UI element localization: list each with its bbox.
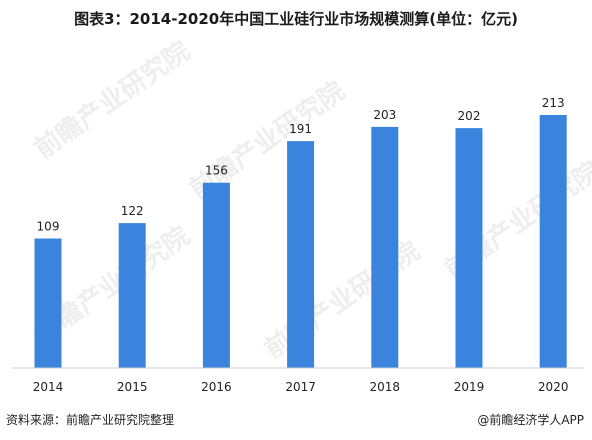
bars-group [34, 115, 567, 369]
value-label-2015: 122 [121, 204, 144, 218]
bar-2018 [371, 126, 399, 369]
x-tick-label-2016: 2016 [201, 380, 232, 394]
value-label-2020: 213 [542, 96, 565, 110]
bar-2019 [455, 128, 483, 368]
value-label-2018: 203 [373, 108, 396, 122]
x-tick-label-2015: 2015 [117, 380, 148, 394]
value-labels-group: 109 122 156 191 203 202 213 [37, 96, 565, 234]
x-tick-label-2017: 2017 [285, 380, 316, 394]
x-tick-labels-group: 2014 2015 2016 2017 2018 2019 2020 [33, 380, 569, 394]
x-tick-label-2019: 2019 [454, 380, 485, 394]
chart-title: 图表3：2014-2020年中国工业硅行业市场规模测算(单位：亿元) [74, 10, 518, 28]
bar-2020 [539, 115, 567, 368]
bar-2016 [202, 182, 230, 368]
x-tick-label-2014: 2014 [33, 380, 64, 394]
x-tick-label-2018: 2018 [370, 380, 401, 394]
bar-2015 [118, 223, 146, 368]
bar-2014 [34, 238, 62, 368]
value-label-2017: 191 [289, 122, 312, 136]
value-label-2014: 109 [37, 220, 60, 234]
x-tick-label-2020: 2020 [538, 380, 569, 394]
bar-2017 [287, 141, 315, 368]
credit-note: @前瞻经济学人APP [477, 413, 584, 427]
value-label-2016: 156 [205, 164, 228, 178]
source-note: 资料来源：前瞻产业研究院整理 [6, 413, 175, 427]
value-label-2019: 202 [458, 109, 481, 123]
